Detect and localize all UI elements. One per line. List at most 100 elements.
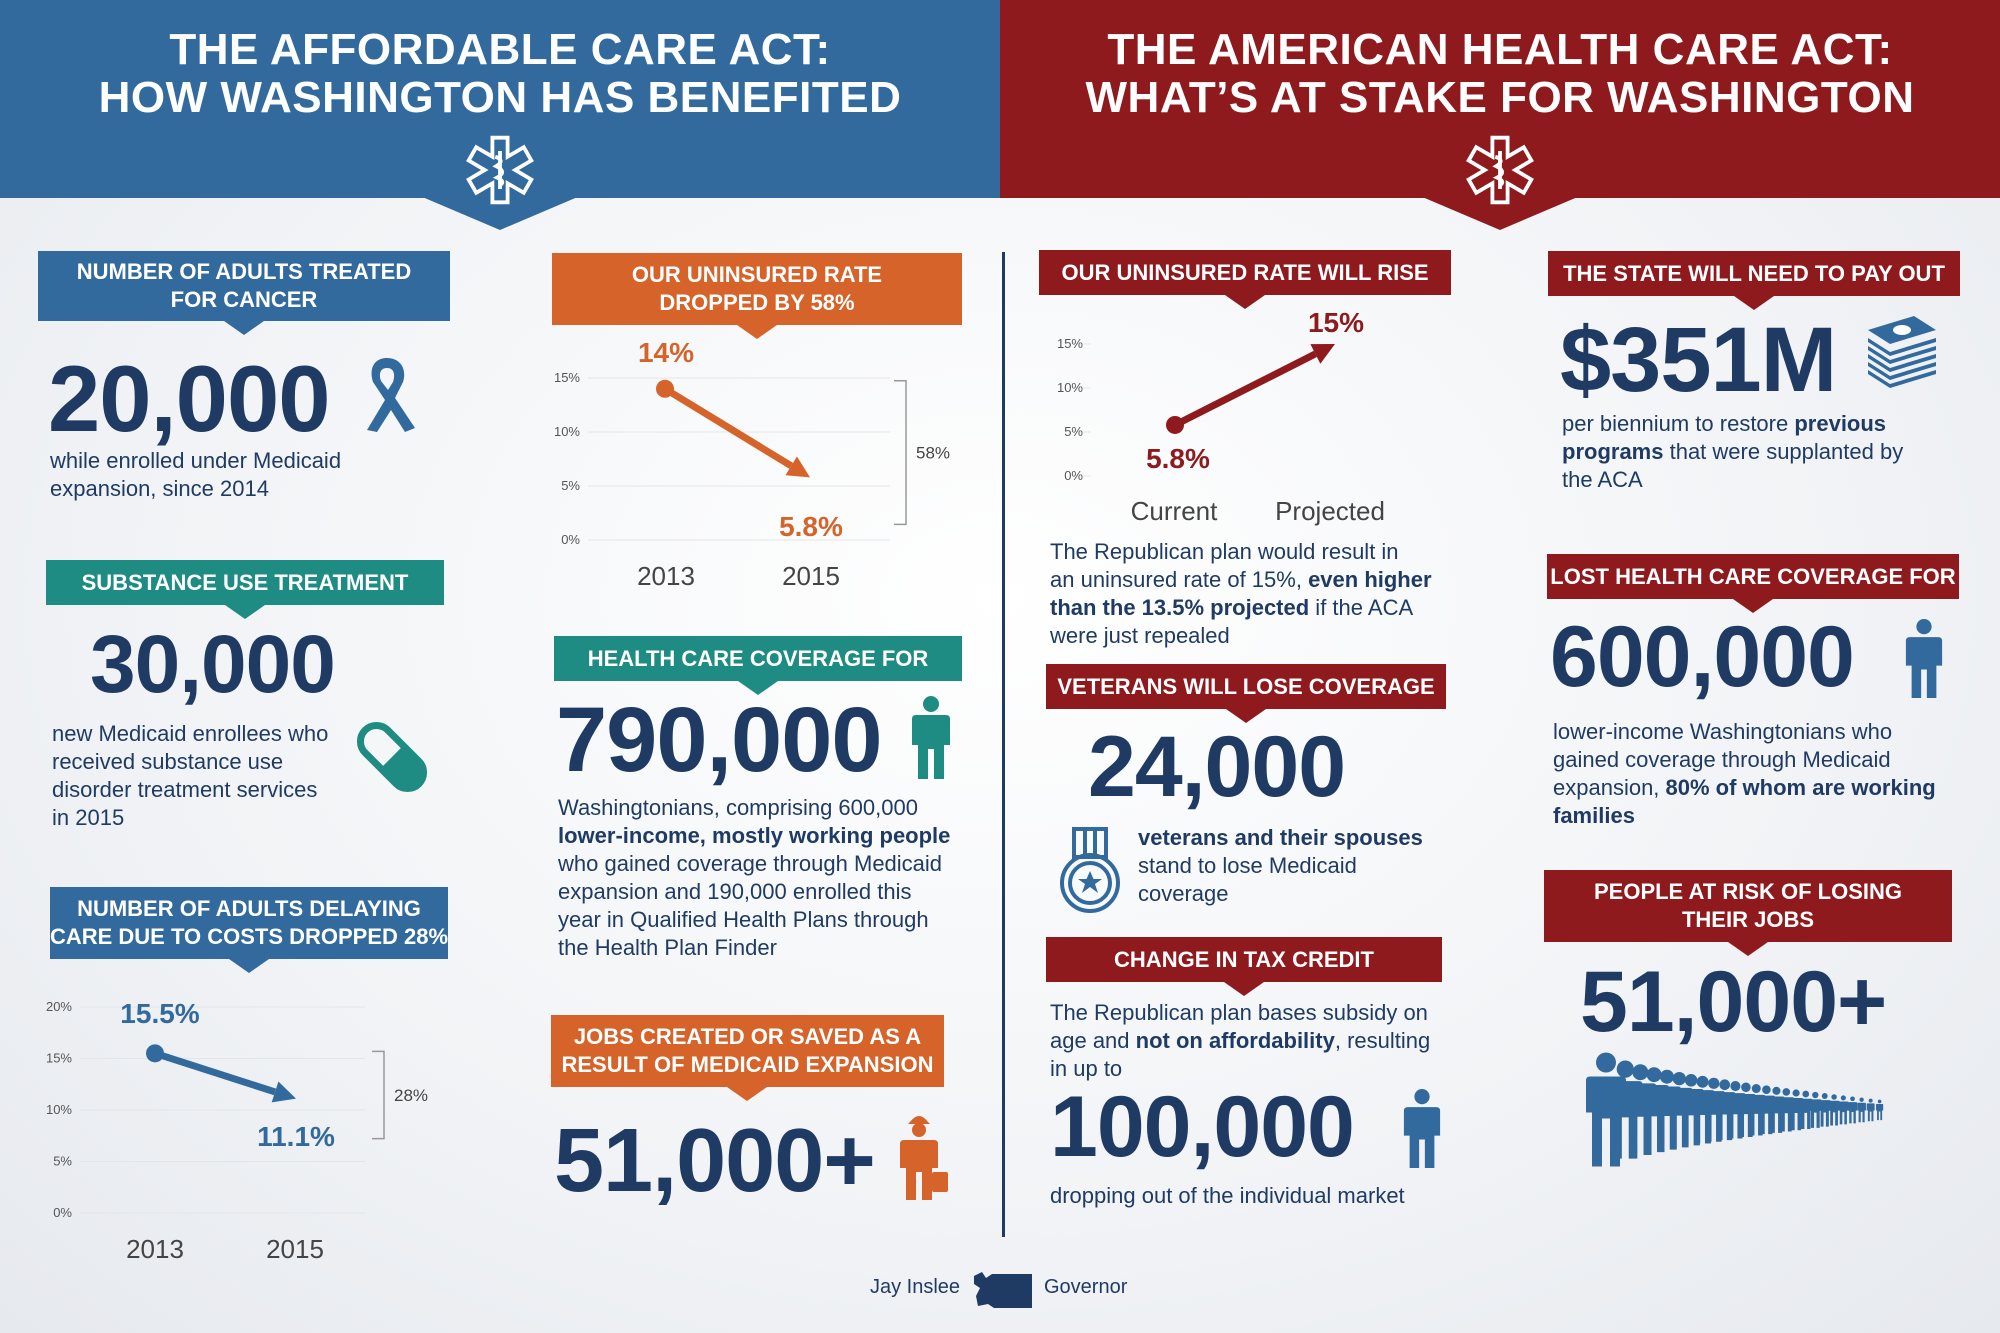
rise-ytick-label: 5% xyxy=(1064,424,1083,439)
person-icon xyxy=(1905,619,1943,699)
crowd-person xyxy=(1866,1098,1875,1122)
pill-icon xyxy=(356,721,428,793)
uninsured-dropped-pointer xyxy=(737,325,777,339)
delaying-series-line xyxy=(153,1050,277,1096)
lost-label-pointer xyxy=(1733,599,1773,613)
payout-number: $351M xyxy=(1560,309,1837,411)
crowd-person xyxy=(1818,1093,1831,1127)
substance-label-pointer xyxy=(225,605,265,619)
uninsured-x-label: 2015 xyxy=(782,561,840,591)
lost-label: LOST HEALTH CARE COVERAGE FOR xyxy=(1547,554,1959,599)
risk-number: 51,000+ xyxy=(1580,954,1887,1050)
rise-x-label: Current xyxy=(1131,496,1218,526)
delaying-label: NUMBER OF ADULTS DELAYING CARE DUE TO CO… xyxy=(50,887,448,959)
taxcredit-footnote: dropping out of the individual market xyxy=(1050,1183,1405,1208)
jobs-label-pointer xyxy=(727,1087,767,1101)
uninsured-ytick-label: 10% xyxy=(554,424,580,439)
rise-x-label: Projected xyxy=(1275,496,1385,526)
cancer-number: 20,000 xyxy=(48,346,331,451)
lost-number: 600,000 xyxy=(1550,609,1855,705)
crowd-person xyxy=(1857,1097,1866,1123)
veterans-label: VETERANS WILL LOSE COVERAGE xyxy=(1046,664,1446,709)
uninsured-point-label: 14% xyxy=(638,340,694,368)
veterans-description: veterans and their spouses stand to lose… xyxy=(1138,825,1423,906)
worker-icon xyxy=(900,1116,948,1200)
uninsured-ytick-label: 15% xyxy=(554,370,580,385)
delaying-point-label: 11.1% xyxy=(257,1121,335,1152)
uninsured-x-label: 2013 xyxy=(637,561,695,591)
delaying-ytick-label: 5% xyxy=(53,1154,72,1169)
uninsured-data-point xyxy=(656,379,674,398)
delaying-ytick-label: 20% xyxy=(46,999,72,1014)
uninsured-dropped-label: OUR UNINSURED RATE DROPPED BY 58% xyxy=(552,253,962,325)
rate-rise-pointer xyxy=(1225,295,1265,309)
rise-data-point xyxy=(1166,415,1184,434)
rise-ytick-label: 15% xyxy=(1057,336,1083,351)
rate-rise-label: OUR UNINSURED RATE WILL RISE xyxy=(1039,250,1451,295)
rise-arrowhead xyxy=(1310,344,1335,364)
star-of-life-icon xyxy=(1466,135,1534,205)
delaying-bracket xyxy=(372,1050,385,1140)
crowd-icon xyxy=(1586,1052,1884,1167)
jobs-number: 51,000+ xyxy=(554,1111,876,1211)
delaying-x-label: 2013 xyxy=(126,1234,184,1264)
substance-label: SUBSTANCE USE TREATMENT xyxy=(46,560,444,605)
delaying-data-point xyxy=(146,1044,164,1063)
uninsured-ytick-label: 0% xyxy=(561,532,580,547)
delaying-label-pointer xyxy=(229,959,269,973)
rise-point-label: 15% xyxy=(1308,307,1364,338)
payout-label-pointer xyxy=(1734,296,1774,310)
cancer-label: NUMBER OF ADULTS TREATED FOR CANCER xyxy=(38,251,450,321)
uninsured-bracket xyxy=(894,380,907,526)
payout-description: per biennium to restore previous program… xyxy=(1562,411,1904,492)
cancer-label-pointer xyxy=(224,321,264,335)
uninsured-series-line xyxy=(663,385,794,469)
money-stack-icon xyxy=(1868,316,1936,388)
footer-name: Jay Inslee xyxy=(870,1276,961,1298)
person-icon xyxy=(1403,1089,1441,1169)
rise-series-line xyxy=(1173,350,1317,429)
delaying-chart: 0% 5% 10% 15% 20% 15.5% 11.1% 2013 2015 28% xyxy=(46,998,428,1264)
delaying-bracket-label: 28% xyxy=(394,1086,428,1105)
uninsured-bracket-label: 58% xyxy=(916,444,950,463)
taxcredit-description: The Republican plan bases subsidy on age… xyxy=(1050,1000,1431,1081)
jobs-label: JOBS CREATED OR SAVED AS A RESULT OF MED… xyxy=(551,1015,944,1087)
veterans-label-pointer xyxy=(1226,709,1266,723)
delaying-arrowhead xyxy=(271,1081,296,1103)
rise-ytick-label: 0% xyxy=(1064,468,1083,483)
risk-label-pointer xyxy=(1728,942,1768,956)
delaying-ytick-label: 15% xyxy=(46,1051,72,1066)
star-of-life-icon xyxy=(466,135,534,205)
substance-number: 30,000 xyxy=(90,619,336,710)
rate-rise-description: The Republican plan would result in an u… xyxy=(1050,539,1432,648)
rate-rise-chart: 0% 5% 10% 15% 5.8% 15% Current Projected xyxy=(1057,307,1385,526)
delaying-x-label: 2015 xyxy=(266,1234,324,1264)
uninsured-point-label: 5.8% xyxy=(779,511,843,542)
uninsured-arrowhead xyxy=(785,456,810,478)
crowd-person xyxy=(1586,1052,1626,1167)
coverage-label: HEALTH CARE COVERAGE FOR xyxy=(554,636,962,681)
header-left-title: THE AFFORDABLE CARE ACT: HOW WASHINGTON … xyxy=(98,25,902,122)
delaying-ytick-label: 0% xyxy=(53,1205,72,1220)
medal-icon xyxy=(1060,827,1120,913)
rise-point-label: 5.8% xyxy=(1146,443,1210,474)
rise-ytick-label: 10% xyxy=(1057,380,1083,395)
uninsured-chart: 0% 5% 10% 15% 14% 5.8% 2013 2015 58% xyxy=(554,340,950,591)
risk-label: PEOPLE AT RISK OF LOSING THEIR JOBS xyxy=(1544,870,1952,942)
coverage-description: Washingtonians, comprising 600,000 lower… xyxy=(558,795,951,960)
delaying-point-label: 15.5% xyxy=(120,998,199,1029)
veterans-number: 24,000 xyxy=(1088,719,1346,815)
substance-description: new Medicaid enrollees who received subs… xyxy=(52,721,329,830)
coverage-label-pointer xyxy=(738,681,778,695)
crowd-person xyxy=(1828,1094,1840,1126)
taxcredit-label-pointer xyxy=(1224,982,1264,996)
person-icon xyxy=(912,696,950,779)
taxcredit-label: CHANGE IN TAX CREDIT xyxy=(1046,937,1442,982)
taxcredit-number: 100,000 xyxy=(1050,1079,1355,1175)
crowd-person xyxy=(1838,1095,1849,1125)
lost-description: lower-income Washingtonians who gained c… xyxy=(1553,719,1936,828)
cancer-description: while enrolled under Medicaid expansion,… xyxy=(50,448,342,501)
footer-title: Governor xyxy=(1044,1276,1128,1298)
coverage-number: 790,000 xyxy=(556,689,883,791)
crowd-person xyxy=(1876,1099,1884,1121)
